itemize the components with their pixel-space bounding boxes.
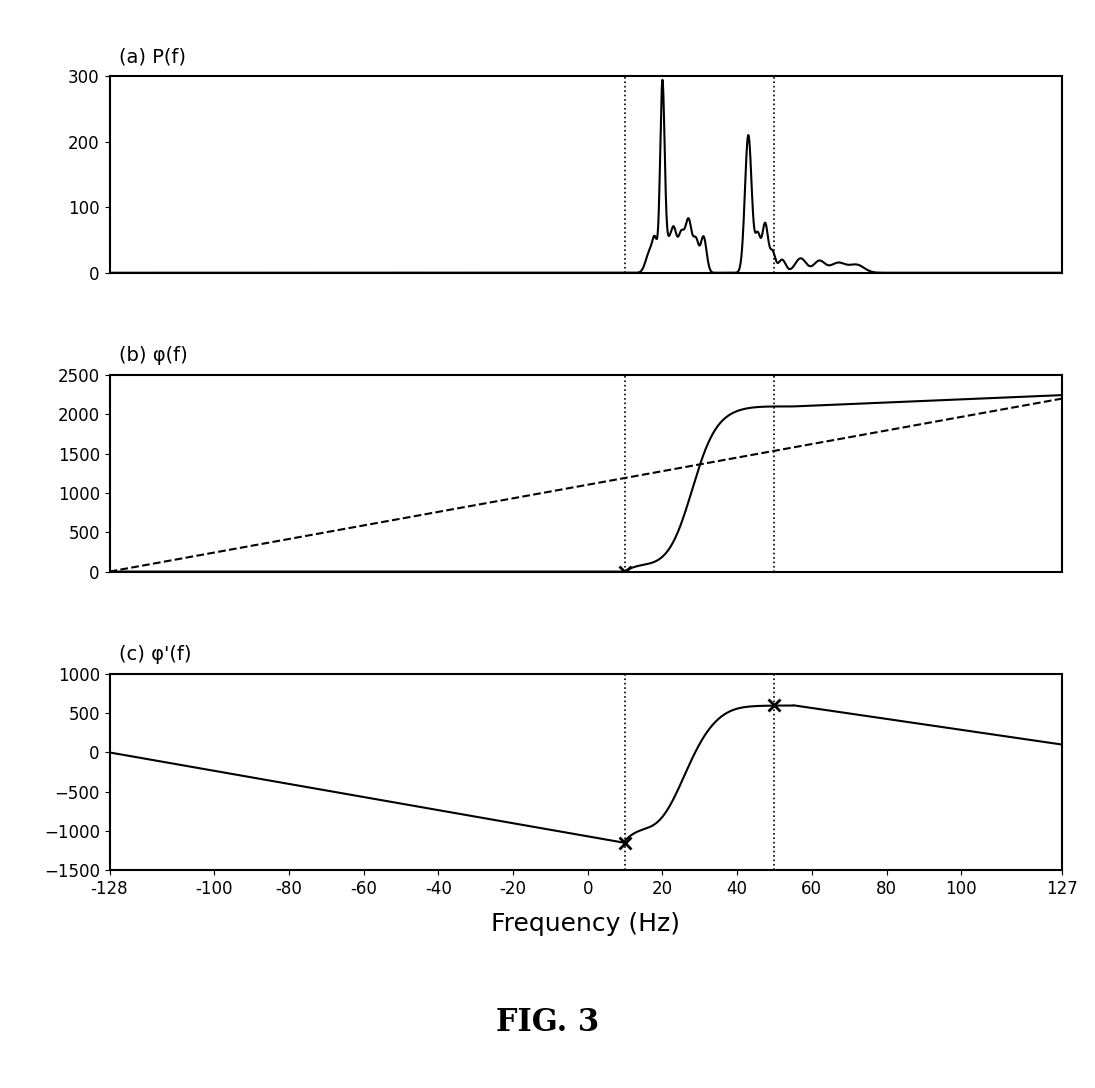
X-axis label: Frequency (Hz): Frequency (Hz)	[492, 912, 680, 936]
Text: (a) P(f): (a) P(f)	[119, 48, 186, 66]
Text: (c) φ'(f): (c) φ'(f)	[119, 645, 192, 664]
Text: FIG. 3: FIG. 3	[496, 1007, 599, 1038]
Text: (b) φ(f): (b) φ(f)	[119, 346, 187, 366]
